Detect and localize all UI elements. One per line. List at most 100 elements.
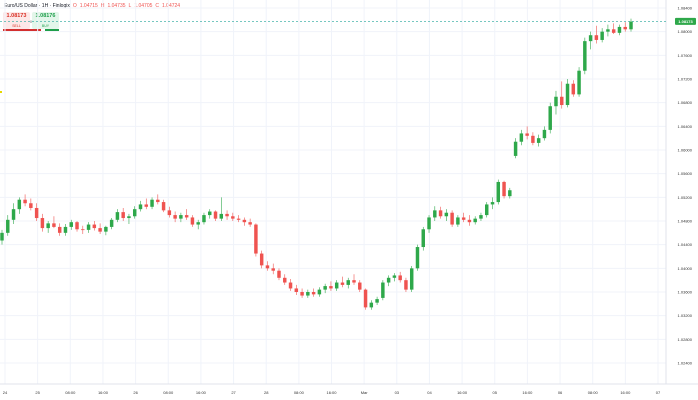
price-tick-label: 1.02800 bbox=[678, 337, 693, 342]
price-tick-label: 1.06000 bbox=[678, 148, 693, 153]
last-price-label: 1.08173 bbox=[678, 19, 693, 24]
candle-up-body bbox=[456, 217, 460, 225]
candle-up-body bbox=[369, 302, 374, 308]
candle-down-body bbox=[363, 289, 368, 308]
candle-up-body bbox=[565, 83, 570, 106]
candle-down-body bbox=[531, 135, 535, 143]
candle-up-body bbox=[0, 232, 4, 241]
candle-up-body bbox=[548, 106, 552, 130]
ohlc-close-label: C bbox=[155, 3, 160, 9]
time-tick-label: 16:00 bbox=[196, 390, 207, 395]
spread-value: 0 bbox=[30, 20, 32, 24]
candle-down-body bbox=[121, 212, 125, 219]
price-tick-label: 1.03200 bbox=[678, 313, 693, 318]
candle-down-body bbox=[213, 211, 218, 219]
price-tick-label: 1.04400 bbox=[678, 242, 693, 247]
candle-up-body bbox=[536, 138, 541, 143]
candle-up-body bbox=[63, 226, 68, 233]
candle-down-body bbox=[271, 268, 275, 271]
candle-up-body bbox=[444, 212, 449, 217]
candle-down-body bbox=[52, 223, 56, 227]
candle-up-body bbox=[104, 226, 108, 232]
buy-price: 1.08176 bbox=[35, 13, 56, 19]
candle-down-body bbox=[329, 286, 333, 289]
price-tick-label: 1.07600 bbox=[678, 53, 693, 58]
time-tick-label: 27 bbox=[231, 390, 236, 395]
candle-down-body bbox=[40, 218, 45, 229]
candle-up-body bbox=[415, 247, 420, 269]
time-tick-label: 16:00 bbox=[98, 390, 109, 395]
candle-down-body bbox=[161, 202, 166, 211]
candle-down-body bbox=[259, 253, 264, 266]
time-tick-label: 16:00 bbox=[326, 390, 337, 395]
candle-down-body bbox=[438, 210, 443, 217]
candle-down-body bbox=[525, 133, 529, 136]
price-tick-label: 1.04800 bbox=[678, 219, 693, 224]
candle-down-body bbox=[283, 277, 287, 283]
candle-up-body bbox=[127, 216, 131, 219]
candle-down-body bbox=[594, 35, 599, 40]
time-axis: 24 25 08:00 16:00 26 08:00 16:00 27 28 08:00 16:00… bbox=[3, 390, 661, 395]
candle-down-body bbox=[144, 204, 148, 207]
ohlc-open-value: 1.04715 bbox=[79, 3, 98, 9]
candle-up-body bbox=[17, 199, 22, 210]
price-tick-label: 1.05600 bbox=[678, 171, 693, 176]
price-tick-label: 1.08000 bbox=[678, 29, 693, 34]
time-tick-label: 24 bbox=[3, 390, 8, 395]
time-tick-label: 26 bbox=[133, 390, 138, 395]
candle-up-body bbox=[346, 280, 350, 285]
candle-down-body bbox=[352, 280, 356, 283]
candle-down-body bbox=[92, 224, 97, 229]
candle-up-body bbox=[375, 299, 379, 303]
time-tick-label: 06 bbox=[558, 390, 563, 395]
candle-up-body bbox=[150, 199, 154, 207]
candle-down-body bbox=[231, 216, 235, 219]
last-price-marker: 1.08173 bbox=[0, 17, 696, 25]
candle-down-body bbox=[294, 288, 299, 292]
candle-down-body bbox=[23, 199, 27, 204]
candle-up-body bbox=[109, 219, 114, 227]
candle-up-body bbox=[490, 202, 495, 205]
candle-up-body bbox=[600, 31, 604, 40]
candle-up-body bbox=[485, 204, 489, 216]
candle-up-body bbox=[132, 209, 137, 217]
ohlc-close-value: 1.04724 bbox=[162, 3, 181, 9]
price-axis: 1.08400 1.08000 1.07600 1.07200 1.06800 1.064… bbox=[678, 6, 693, 366]
candle-up-body bbox=[433, 210, 437, 218]
candle-up-body bbox=[317, 289, 322, 295]
candle-up-body bbox=[179, 215, 183, 219]
ohlc-low-label: L bbox=[128, 3, 132, 9]
candle-up-body bbox=[323, 286, 327, 290]
candle-down-body bbox=[57, 226, 62, 233]
price-tick-label: 1.02400 bbox=[678, 361, 693, 366]
candle-up-body bbox=[334, 282, 339, 289]
candle-down-body bbox=[81, 229, 85, 231]
candle-up-body bbox=[479, 215, 483, 219]
candle-down-body bbox=[277, 270, 281, 278]
candle-down-body bbox=[34, 207, 39, 219]
buy-button[interactable]: 1.08176 BUY bbox=[32, 12, 59, 29]
candle-up-body bbox=[542, 129, 547, 139]
time-tick-label: 03 bbox=[395, 390, 400, 395]
candle-down-body bbox=[156, 199, 160, 203]
price-tick-label: 1.06400 bbox=[678, 124, 693, 129]
candle-down-body bbox=[311, 292, 316, 295]
candle-up-body bbox=[202, 215, 206, 223]
sell-price: 1.08173 bbox=[6, 13, 27, 19]
candle-up-body bbox=[46, 223, 50, 229]
candle-up-body bbox=[115, 212, 120, 220]
candle-up-body bbox=[6, 219, 10, 233]
candle-down-body bbox=[225, 213, 229, 217]
candle-up-body bbox=[606, 29, 610, 32]
candle-up-body bbox=[306, 292, 310, 296]
candle-up-body bbox=[554, 96, 558, 107]
time-tick-label: 04 bbox=[427, 390, 432, 395]
symbol-title: Euro/US Dollar · 1H · Finlogix bbox=[4, 3, 70, 9]
time-tick-label: 08:00 bbox=[588, 390, 599, 395]
candle-down-body bbox=[358, 282, 362, 290]
sell-button[interactable]: 1.08173 SELL bbox=[3, 12, 30, 29]
ohlc-open-label: O bbox=[72, 3, 77, 9]
candle-up-body bbox=[577, 70, 581, 95]
candle-up-body bbox=[11, 209, 16, 220]
